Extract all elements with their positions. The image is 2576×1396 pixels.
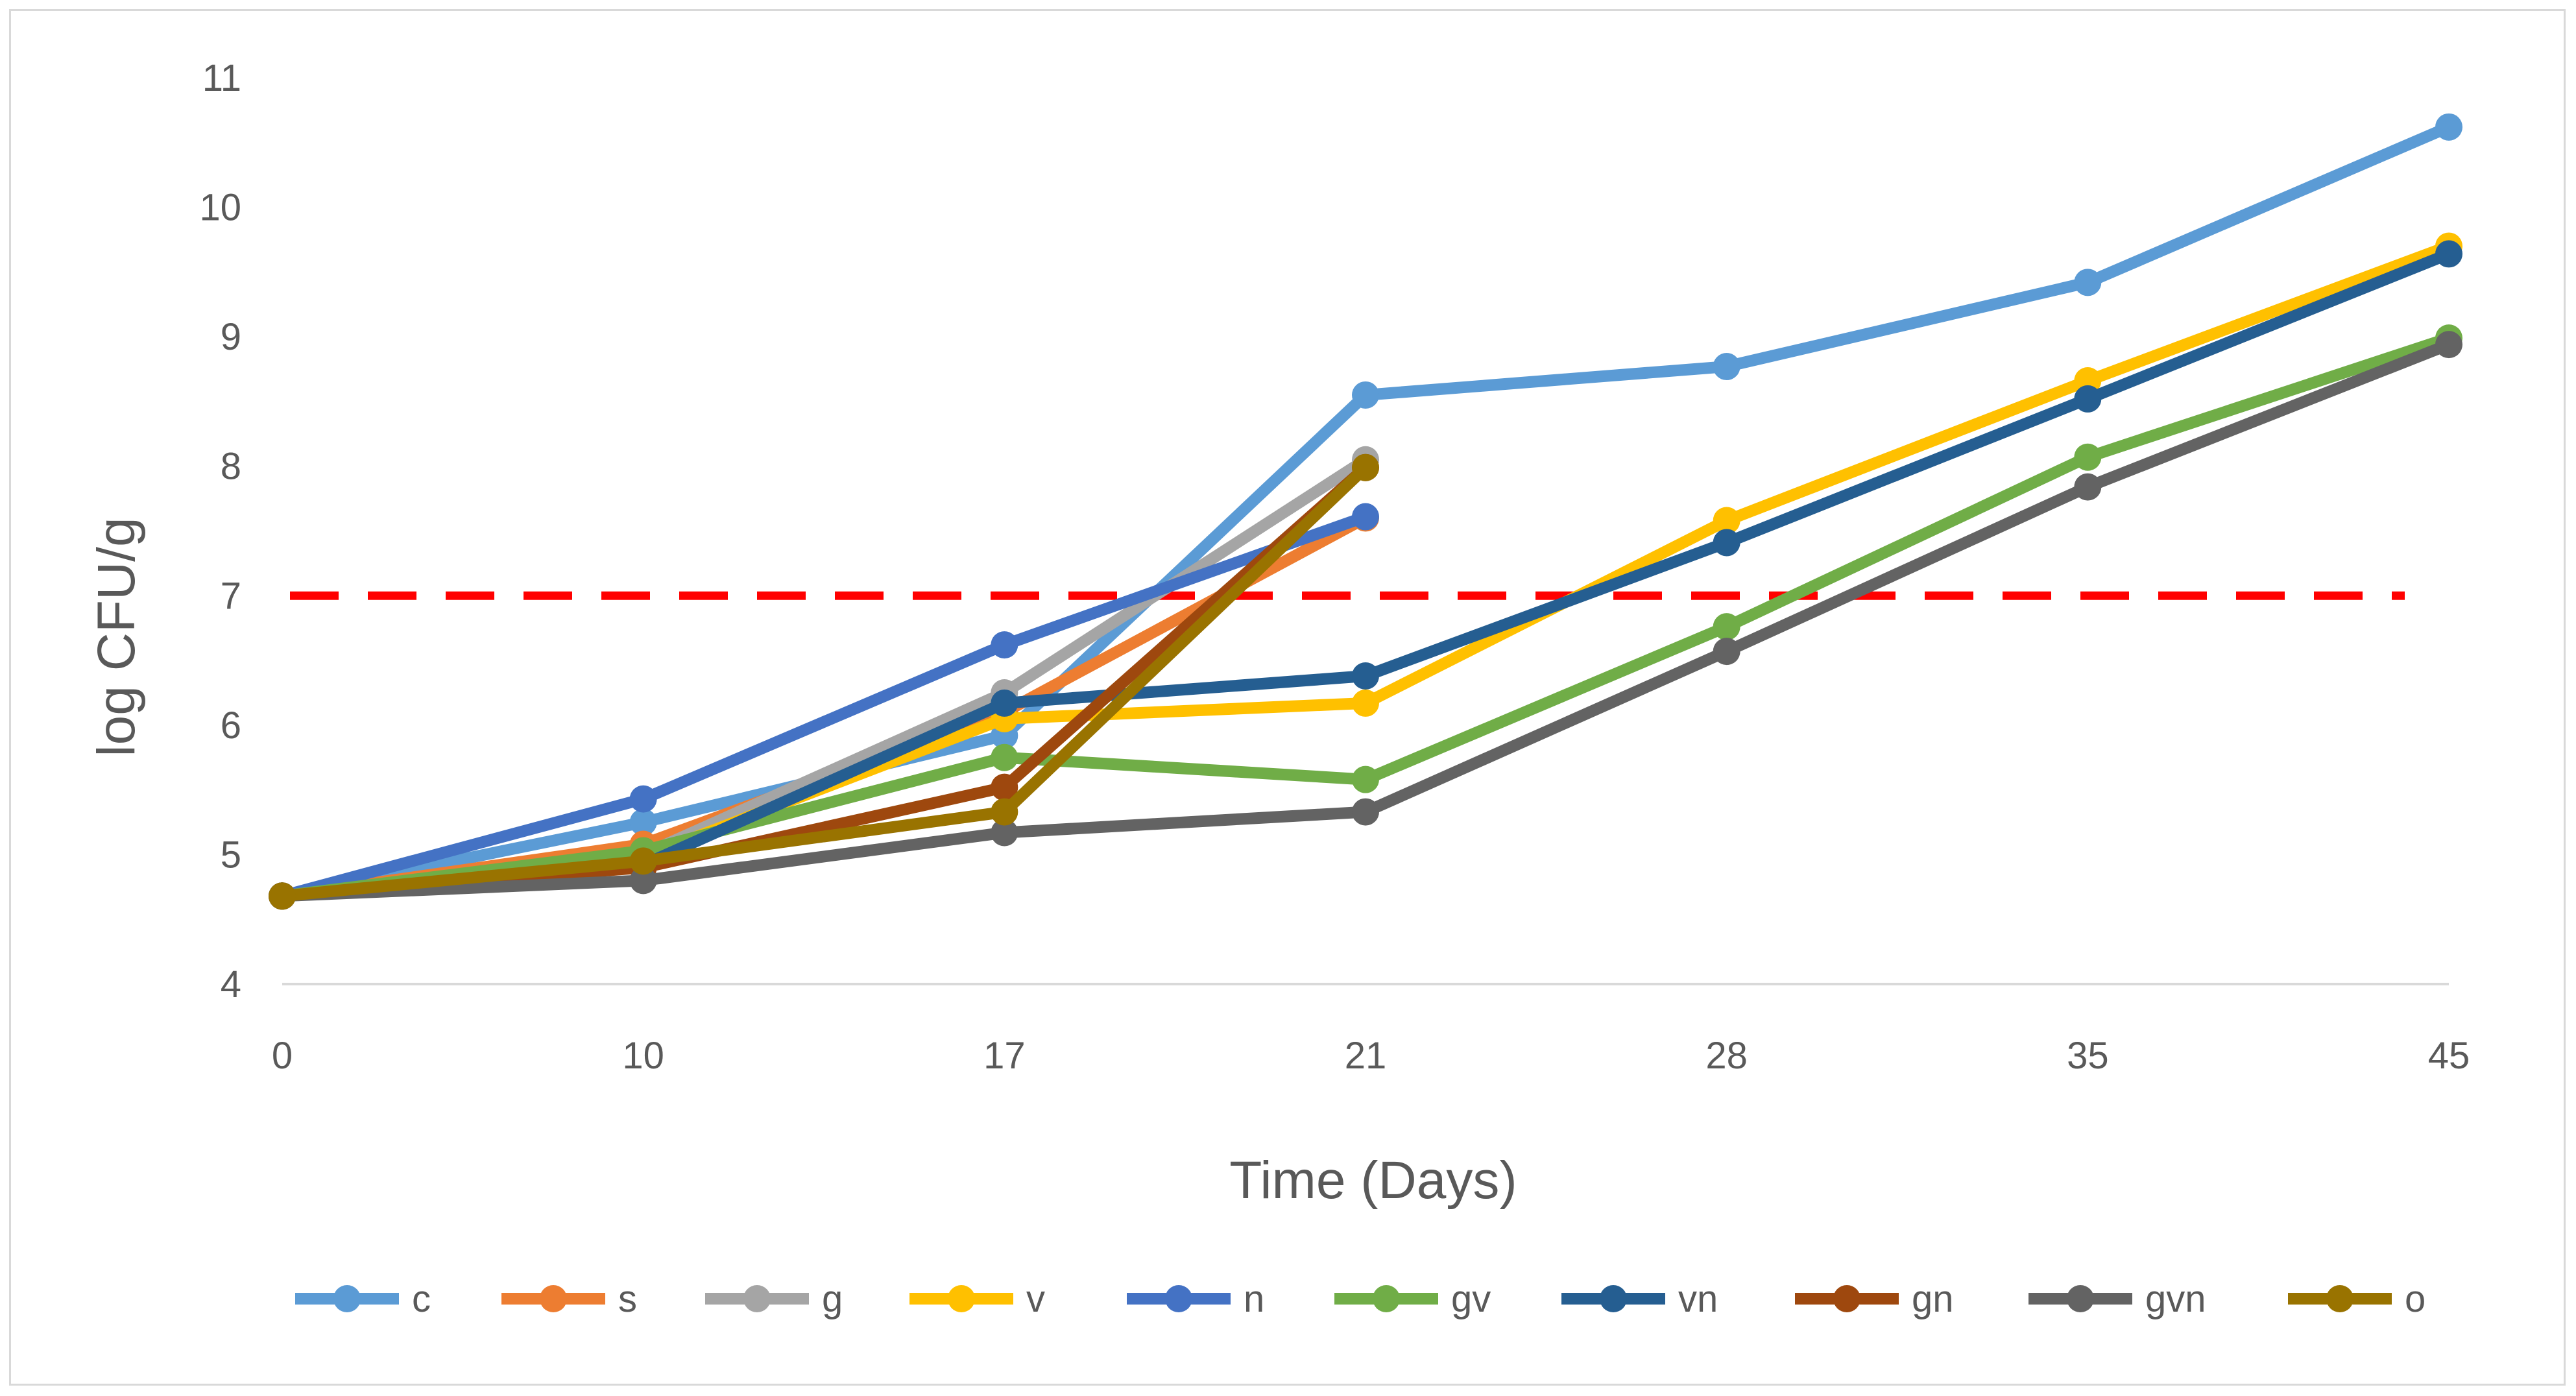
legend-item-vn: vn: [1561, 1278, 1718, 1320]
data-point-vn: [1352, 662, 1379, 690]
legend-item-o: o: [2288, 1278, 2426, 1320]
legend-item-s: s: [501, 1278, 637, 1320]
x-tick-label: 35: [2067, 1035, 2109, 1077]
y-tick-label: 11: [202, 57, 241, 99]
legend-item-gn: gn: [1795, 1278, 1954, 1320]
legend-label: s: [618, 1278, 637, 1320]
series-line-n: [276, 511, 1371, 902]
data-point-gn: [991, 773, 1018, 801]
data-point-vn: [2074, 385, 2102, 413]
legend-item-c: c: [295, 1278, 431, 1320]
legend-item-v: v: [909, 1278, 1045, 1320]
data-point-gvn: [1713, 638, 1740, 666]
chart-frame: 0 10 17 21 28 35 45 4 5 6 7 8 9 10 11 Time (Days) log …: [9, 9, 2566, 1386]
legend-label: c: [412, 1278, 431, 1320]
series-layer: [269, 113, 2462, 910]
legend-label: v: [1026, 1278, 1045, 1320]
legend-label: gn: [1912, 1278, 1954, 1320]
y-tick-label: 10: [199, 187, 241, 229]
data-point-n: [991, 631, 1018, 659]
legend-label: n: [1244, 1278, 1264, 1320]
series-line-o: [276, 461, 1371, 902]
legend-swatch-marker: [743, 1285, 771, 1312]
data-point-gvn: [629, 867, 657, 895]
legend-label: vn: [1678, 1278, 1718, 1320]
data-point-c: [2435, 113, 2462, 141]
legend-label: o: [2405, 1278, 2426, 1320]
data-point-c: [2074, 269, 2102, 296]
legend-item-g: g: [705, 1278, 843, 1320]
series-c: [269, 113, 2462, 910]
x-tick-label: 28: [1705, 1035, 1748, 1077]
x-tick-label: 10: [622, 1035, 664, 1077]
data-point-gv: [1352, 765, 1379, 793]
series-o: [269, 453, 1379, 910]
y-tick-label: 7: [221, 575, 241, 617]
legend-swatch-marker: [2326, 1285, 2353, 1312]
legend-label: g: [822, 1278, 843, 1320]
x-tick-label: 21: [1345, 1035, 1387, 1077]
legend-swatch-marker: [1833, 1285, 1860, 1312]
data-point-c: [1352, 381, 1379, 409]
legend-item-n: n: [1127, 1278, 1264, 1320]
legend-swatch-marker: [540, 1285, 567, 1312]
legend-swatch-marker: [1373, 1285, 1400, 1312]
data-point-vn: [991, 689, 1018, 717]
legend-swatch-marker: [2067, 1285, 2094, 1312]
legend: c s g v n gv vn gn gvn o: [295, 1278, 2426, 1320]
data-point-c: [1713, 353, 1740, 381]
data-point-o: [1352, 453, 1379, 481]
series-gvn: [269, 331, 2462, 910]
y-tick-label: 4: [221, 963, 241, 1005]
data-point-vn: [2435, 240, 2462, 268]
data-point-gv: [991, 743, 1018, 771]
legend-swatch-marker: [1165, 1285, 1192, 1312]
legend-label: gvn: [2145, 1278, 2206, 1320]
legend-swatch-marker: [1600, 1285, 1627, 1312]
data-point-o: [269, 882, 296, 910]
x-tick-label: 45: [2428, 1035, 2470, 1077]
data-point-gvn: [991, 819, 1018, 847]
y-axis-title: log CFU/g: [87, 517, 146, 756]
x-tick-label: 17: [983, 1035, 1026, 1077]
data-point-n: [629, 785, 657, 813]
data-point-n: [1352, 503, 1379, 531]
data-point-c: [629, 808, 657, 836]
legend-swatch-marker: [948, 1285, 975, 1312]
y-tick-label: 6: [221, 704, 241, 747]
data-point-gvn: [1352, 798, 1379, 826]
label-layer: Time (Days) log CFU/g: [87, 517, 1517, 1210]
legend-item-gv: gv: [1334, 1278, 1491, 1320]
y-tick-label: 8: [221, 446, 241, 488]
data-point-v: [1352, 689, 1379, 717]
data-point-v: [1713, 507, 1740, 535]
data-point-gvn: [2435, 331, 2462, 359]
data-point-gvn: [2074, 473, 2102, 501]
legend-item-gvn: gvn: [2028, 1278, 2206, 1320]
y-tick-label: 9: [221, 316, 241, 358]
data-point-gv: [1713, 613, 1740, 641]
data-point-vn: [1713, 529, 1740, 557]
legend-label: gv: [1451, 1278, 1491, 1320]
data-point-gv: [2074, 443, 2102, 471]
data-point-o: [629, 847, 657, 875]
legend-swatch-marker: [333, 1285, 361, 1312]
x-tick-label: 0: [272, 1035, 293, 1077]
y-tick-label: 5: [221, 834, 241, 876]
data-point-o: [991, 798, 1018, 826]
x-axis-title: Time (Days): [1229, 1151, 1517, 1210]
